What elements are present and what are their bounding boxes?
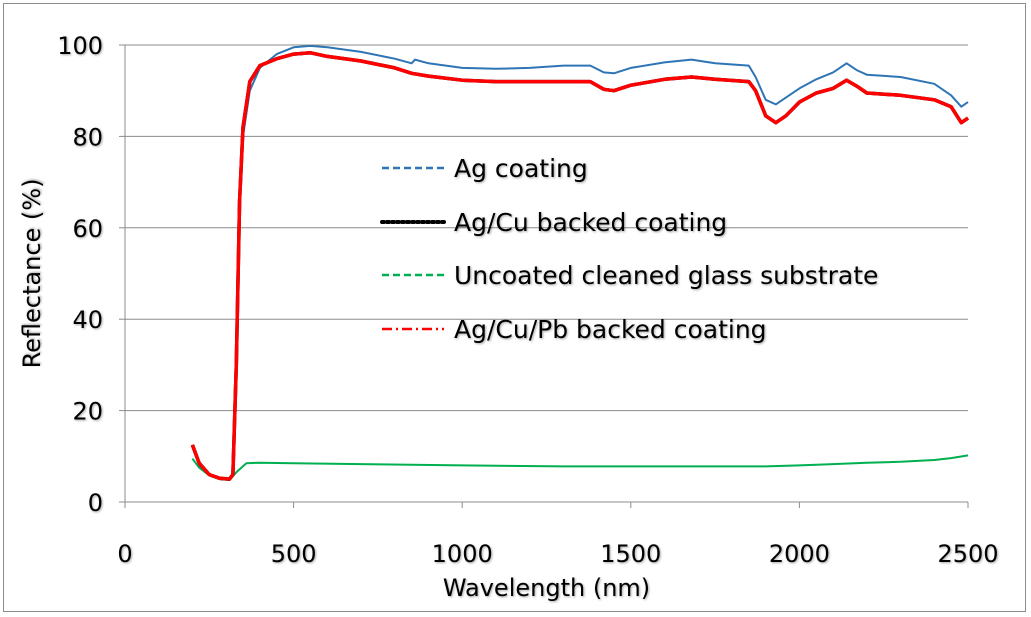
y-tick-label: 60 (72, 215, 103, 243)
y-tick-labels: 0 20 40 60 80 100 (57, 32, 103, 517)
legend-label: Uncoated cleaned glass substrate (454, 261, 878, 290)
x-tick-label: 500 (271, 540, 317, 568)
gridlines (125, 44, 968, 412)
x-axis-title: Wavelength (nm) (443, 574, 650, 602)
legend-label: Ag coating (454, 154, 588, 183)
y-tick-label: 100 (57, 32, 103, 60)
y-tick-label: 40 (72, 306, 103, 334)
x-tick-label: 2000 (769, 540, 830, 568)
legend-label: Ag/Cu backed coating (454, 208, 727, 237)
series-line-2 (191, 454, 969, 482)
x-tick-label: 2500 (937, 540, 998, 568)
y-axis-title: Reflectance (%) (18, 179, 46, 369)
series-line-base-3 (190, 51, 969, 481)
y-tick-label: 0 (88, 489, 103, 517)
y-tick-label: 80 (72, 123, 103, 151)
axes (119, 44, 969, 508)
legend: Ag coating Ag/Cu backed coating Uncoated c… (380, 154, 878, 344)
series-lines (190, 44, 969, 482)
x-tick-label: 1000 (432, 540, 493, 568)
legend-label: Ag/Cu/Pb backed coating (454, 315, 767, 344)
chart-frame (3, 3, 1026, 612)
x-tick-label: 1500 (600, 540, 661, 568)
x-tick-labels: 0 500 1000 1500 2000 2500 (117, 540, 998, 568)
x-tick-label: 0 (117, 540, 132, 568)
y-tick-label: 20 (72, 398, 103, 426)
